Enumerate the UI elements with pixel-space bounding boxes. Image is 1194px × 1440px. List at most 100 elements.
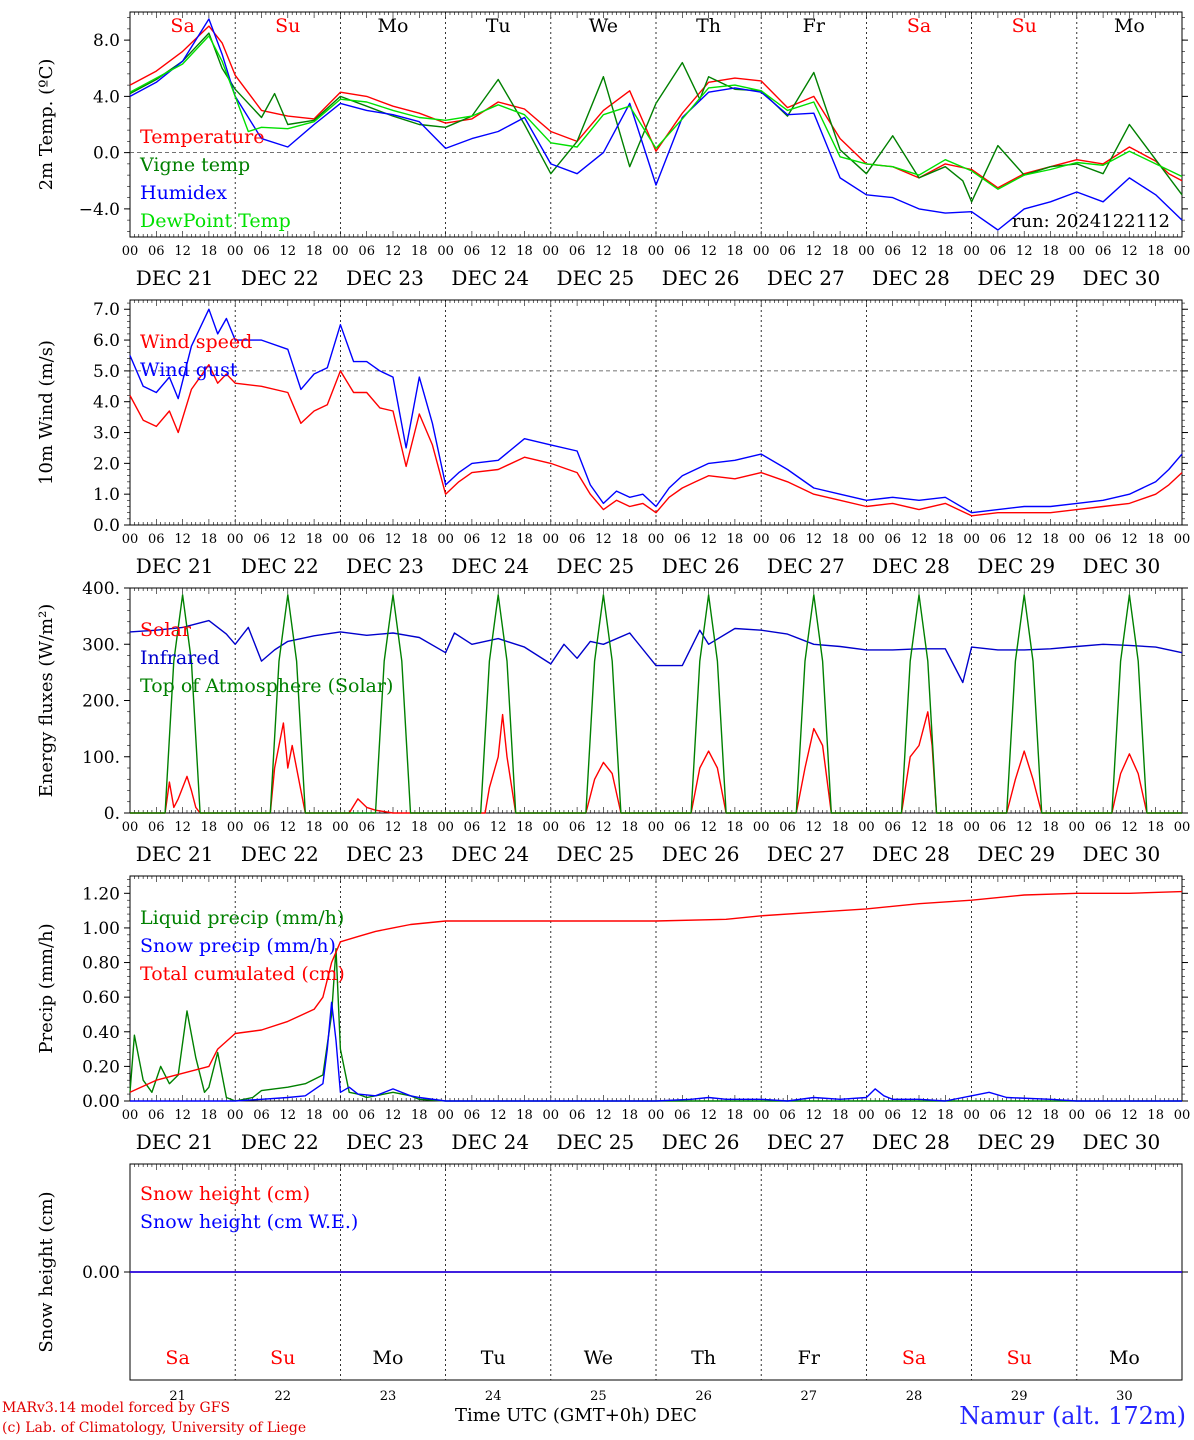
hour-label: 12 — [806, 820, 823, 835]
day-number: 30 — [1116, 1389, 1133, 1404]
hour-label: 12 — [700, 532, 717, 547]
hour-label: 12 — [385, 244, 402, 259]
hour-label: 00 — [963, 532, 980, 547]
hour-label: 06 — [464, 532, 481, 547]
hour-label: 00 — [1069, 532, 1086, 547]
legend-entry: Solar — [140, 619, 192, 641]
y-tick-label: 100. — [82, 748, 120, 768]
hour-label: 00 — [122, 244, 139, 259]
hour-label: 18 — [621, 820, 638, 835]
hour-label: 00 — [858, 1108, 875, 1123]
hour-label: 06 — [779, 244, 796, 259]
y-tick-label: 4.0 — [93, 393, 120, 413]
date-label: DEC 23 — [346, 266, 424, 290]
y-tick-label: 0.0 — [93, 516, 120, 536]
lab-credit: (c) Lab. of Climatology, University of L… — [2, 1420, 307, 1436]
hour-label: 06 — [884, 244, 901, 259]
hour-label: 00 — [227, 820, 244, 835]
hour-label: 18 — [201, 244, 218, 259]
day-name: Su — [1012, 15, 1037, 37]
hour-label: 06 — [464, 820, 481, 835]
hour-label: 18 — [1042, 532, 1059, 547]
hour-label: 06 — [1095, 820, 1112, 835]
hour-label: 18 — [306, 820, 323, 835]
y-axis-label: Precip (mm/h) — [36, 923, 57, 1053]
date-label: DEC 29 — [977, 1130, 1055, 1154]
hour-label: 18 — [1042, 1108, 1059, 1123]
hour-label: 00 — [332, 244, 349, 259]
series-line-2 — [129, 32, 1183, 203]
y-tick-label: 8.0 — [93, 31, 120, 51]
hour-label: 06 — [358, 244, 375, 259]
date-label: DEC 26 — [662, 1130, 740, 1154]
hour-label: 18 — [201, 1108, 218, 1123]
hour-label: 12 — [280, 244, 297, 259]
hour-label: 00 — [858, 532, 875, 547]
day-name: Th — [691, 1347, 716, 1369]
date-label: DEC 28 — [872, 266, 950, 290]
hour-label: 18 — [306, 244, 323, 259]
y-tick-label: 4.0 — [93, 87, 120, 107]
day-number: 27 — [801, 1389, 818, 1404]
date-label: DEC 27 — [767, 842, 845, 866]
hour-label: 06 — [779, 532, 796, 547]
day-name: Fr — [798, 1347, 821, 1369]
hour-label: 06 — [253, 532, 270, 547]
date-label: DEC 25 — [557, 842, 635, 866]
y-tick-label: 0.60 — [82, 988, 120, 1008]
hour-label: 06 — [253, 1108, 270, 1123]
hour-label: 12 — [174, 244, 191, 259]
hour-label: 12 — [806, 1108, 823, 1123]
hour-label: 06 — [1095, 244, 1112, 259]
hour-label: 06 — [990, 532, 1007, 547]
hour-label: 06 — [674, 820, 691, 835]
hour-label: 18 — [306, 532, 323, 547]
date-label: DEC 23 — [346, 554, 424, 578]
day-name: Su — [1007, 1347, 1032, 1369]
date-label: DEC 29 — [977, 266, 1055, 290]
y-axis-label: 10m Wind (m/s) — [36, 340, 57, 485]
date-label: DEC 25 — [557, 1130, 635, 1154]
hour-label: 12 — [700, 820, 717, 835]
legend-entry: Snow height (cm) — [140, 1183, 310, 1205]
y-tick-label: 1.00 — [82, 919, 120, 939]
date-label: DEC 22 — [241, 554, 319, 578]
day-name: We — [589, 15, 618, 37]
hour-label: 18 — [727, 820, 744, 835]
hour-label: 00 — [1174, 1108, 1191, 1123]
hour-label: 00 — [963, 820, 980, 835]
hour-label: 00 — [332, 1108, 349, 1123]
y-tick-label: 0.40 — [82, 1023, 120, 1043]
hour-label: 18 — [411, 820, 428, 835]
hour-label: 06 — [253, 244, 270, 259]
hour-label: 06 — [779, 1108, 796, 1123]
date-label: DEC 22 — [241, 1130, 319, 1154]
hour-label: 06 — [674, 532, 691, 547]
legend-entry: Liquid precip (mm/h) — [140, 907, 344, 929]
time-axis-title: Time UTC (GMT+0h) DEC — [455, 1405, 697, 1426]
y-tick-label: 400. — [82, 579, 120, 599]
series-line-3 — [130, 594, 1182, 814]
hour-label: 18 — [1147, 244, 1164, 259]
station-name: Namur (alt. 172m) — [959, 1402, 1186, 1430]
hour-label: 18 — [937, 1108, 954, 1123]
hour-label: 00 — [753, 244, 770, 259]
y-tick-label: 0. — [104, 804, 120, 824]
day-name: Sa — [902, 1347, 926, 1369]
hour-label: 18 — [516, 820, 533, 835]
series-line-3 — [129, 18, 1183, 231]
date-label: DEC 30 — [1083, 1130, 1161, 1154]
panel-3: 0. 100. 200. 300. 400. Energy fluxes (W/m²) So… — [36, 579, 1190, 866]
y-tick-label: 2.0 — [93, 454, 120, 474]
hour-label: 00 — [858, 244, 875, 259]
y-tick-label: 0.00 — [82, 1092, 120, 1112]
hour-label: 12 — [385, 532, 402, 547]
day-name: Fr — [803, 15, 826, 37]
hour-label: 06 — [148, 1108, 165, 1123]
hour-label: 12 — [490, 244, 507, 259]
day-number: 28 — [906, 1389, 923, 1404]
hour-label: 12 — [1016, 1108, 1033, 1123]
hour-label: 12 — [280, 532, 297, 547]
hour-label: 12 — [700, 1108, 717, 1123]
